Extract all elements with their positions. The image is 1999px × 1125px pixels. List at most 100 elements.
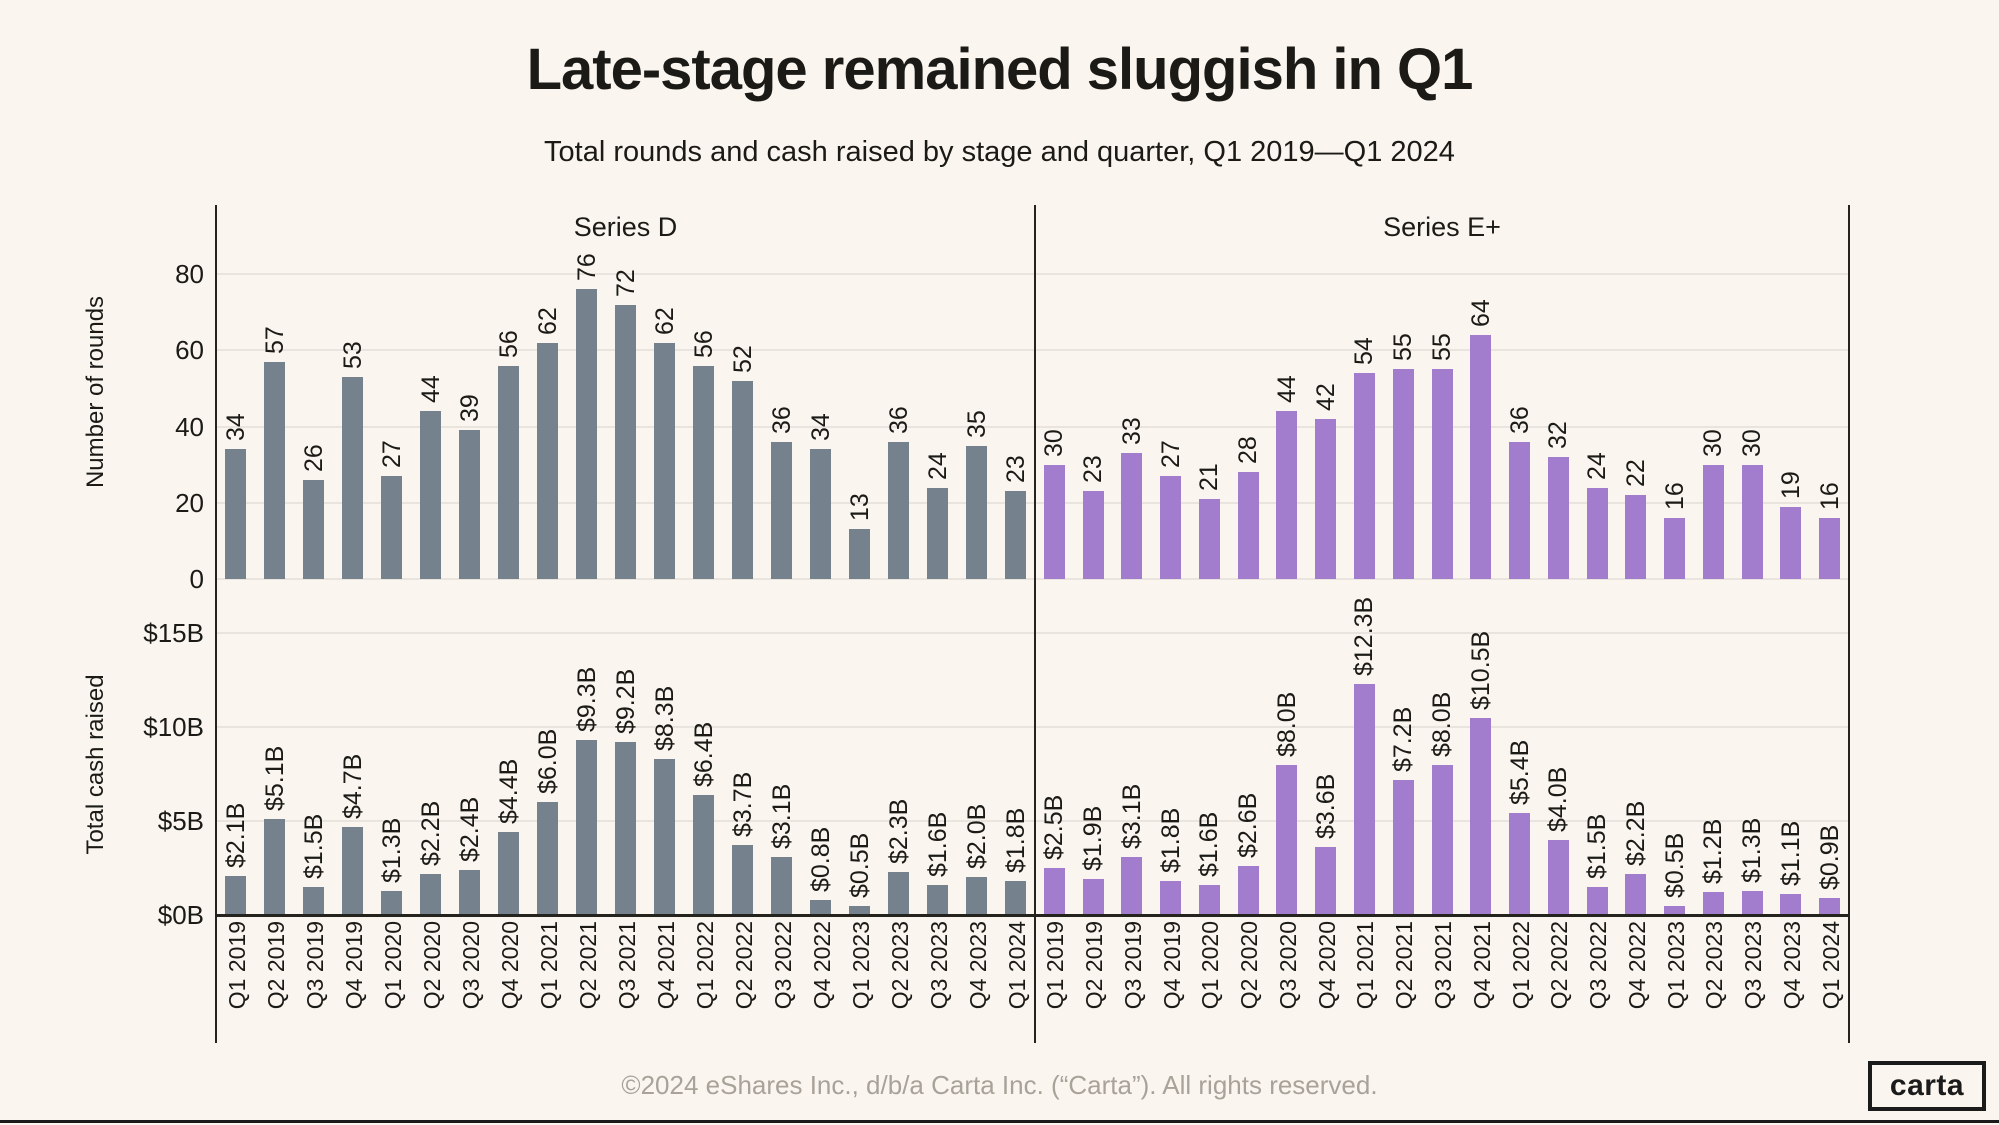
bar-value-label: 26	[299, 444, 328, 472]
bar-value-label: $0.9B	[1815, 824, 1844, 891]
bar	[1780, 894, 1802, 915]
bar-value-label: 27	[377, 440, 406, 469]
bar-value-label: $0.8B	[806, 826, 835, 892]
bar-value-label: $9.3B	[572, 666, 601, 733]
bar-value-label: $5.4B	[1505, 740, 1534, 806]
bar-value-label: $6.0B	[533, 728, 562, 795]
y-axis-title: Number of rounds	[82, 295, 109, 489]
bar-value-label: 28	[1234, 436, 1263, 465]
x-tick-label: Q3 2021	[1430, 921, 1456, 1010]
bar	[1082, 879, 1104, 915]
bar-value-label: $4.0B	[1544, 766, 1573, 832]
y-tick-label: 80	[175, 259, 204, 290]
bar-value-label: 39	[455, 394, 484, 423]
bar	[771, 856, 792, 915]
x-tick-label: Q4 2021	[1468, 921, 1495, 1010]
bar	[1276, 764, 1298, 915]
bar	[1276, 411, 1298, 579]
plot-left-border	[215, 205, 217, 1043]
bar	[615, 304, 636, 579]
bar	[1780, 506, 1802, 579]
bar	[225, 875, 246, 915]
bar-value-label: 36	[1505, 406, 1534, 434]
x-tick-label: Q2 2019	[1081, 921, 1108, 1010]
bar	[1043, 868, 1065, 915]
bar-value-label: $3.1B	[767, 783, 796, 849]
bar-value-label: $2.2B	[1621, 800, 1650, 866]
gridline	[216, 273, 1849, 276]
gridline	[216, 349, 1849, 352]
bar	[537, 802, 558, 915]
bar	[225, 449, 246, 579]
y-tick-label: $5B	[157, 806, 204, 836]
bar-value-label: 16	[1660, 482, 1689, 511]
gridline	[216, 820, 1849, 822]
bar	[1198, 498, 1220, 579]
bar	[1392, 369, 1414, 579]
y-tick-label: 40	[175, 411, 204, 442]
gridline	[216, 578, 1849, 580]
x-tick-label: Q2 2021	[1391, 921, 1418, 1010]
bar	[1353, 373, 1375, 579]
bar	[810, 449, 831, 579]
bar-value-label: $2.4B	[455, 796, 484, 862]
x-tick-label: Q1 2019	[223, 921, 250, 1010]
bar	[576, 289, 597, 579]
y-axis-title: Total cash raised	[82, 674, 109, 855]
y-tick-label: $10B	[143, 712, 204, 742]
bar	[1509, 441, 1531, 579]
bar-value-label: $2.1B	[221, 802, 250, 868]
bar-value-label: 30	[1699, 428, 1728, 457]
bar-value-label: 23	[1001, 455, 1030, 484]
carta-logo: carta	[1868, 1061, 1986, 1111]
bar	[654, 342, 675, 579]
bar-value-label: $3.1B	[1117, 783, 1146, 849]
bar	[303, 886, 324, 915]
bar	[1237, 866, 1259, 915]
bar-value-label: $1.2B	[1699, 819, 1728, 885]
bar	[693, 365, 714, 579]
bar-value-label: 21	[1195, 463, 1224, 491]
bar-value-label: 32	[1544, 421, 1573, 450]
x-tick-label: Q3 2019	[1119, 921, 1146, 1010]
bar	[381, 890, 402, 915]
bar-value-label: $1.5B	[1583, 813, 1612, 879]
x-tick-label: Q3 2022	[769, 921, 796, 1010]
panel-title: Series D	[573, 212, 678, 242]
x-tick-label: Q3 2020	[1274, 921, 1301, 1010]
bar	[1160, 476, 1182, 579]
bar	[1082, 491, 1104, 579]
bar-value-label: $2.6B	[1234, 792, 1263, 859]
bottom-border-line	[0, 1120, 1999, 1123]
bar	[420, 411, 441, 579]
bar-value-label: $2.3B	[884, 798, 913, 864]
x-tick-label: Q4 2020	[1313, 921, 1340, 1010]
bar	[1121, 856, 1143, 915]
bar	[1315, 418, 1337, 579]
bar	[498, 832, 519, 915]
x-tick-label: Q2 2019	[262, 921, 289, 1010]
x-tick-label: Q3 2019	[301, 921, 328, 1010]
bar	[1470, 717, 1492, 915]
bar	[1509, 813, 1531, 915]
x-tick-label: Q4 2022	[1623, 921, 1650, 1010]
x-tick-label: Q1 2019	[1042, 921, 1069, 1010]
bar	[576, 740, 597, 915]
bar	[888, 441, 909, 579]
bar-value-label: $1.6B	[1195, 811, 1224, 877]
x-tick-label: Q1 2023	[1662, 921, 1689, 1010]
bar	[1043, 464, 1065, 579]
bar-value-label: $1.1B	[1776, 820, 1805, 887]
bar-value-label: 24	[1583, 451, 1612, 480]
bar	[654, 758, 675, 915]
bar	[1819, 898, 1841, 915]
bar-value-label: $6.4B	[689, 721, 718, 787]
bar-value-label: 13	[845, 493, 874, 522]
bar	[927, 487, 948, 579]
bar-value-label: $2.5B	[1040, 794, 1069, 860]
bar	[1664, 518, 1686, 579]
bar-value-label: 36	[884, 406, 913, 434]
bar	[420, 873, 441, 915]
x-tick-label: Q4 2022	[808, 921, 835, 1010]
